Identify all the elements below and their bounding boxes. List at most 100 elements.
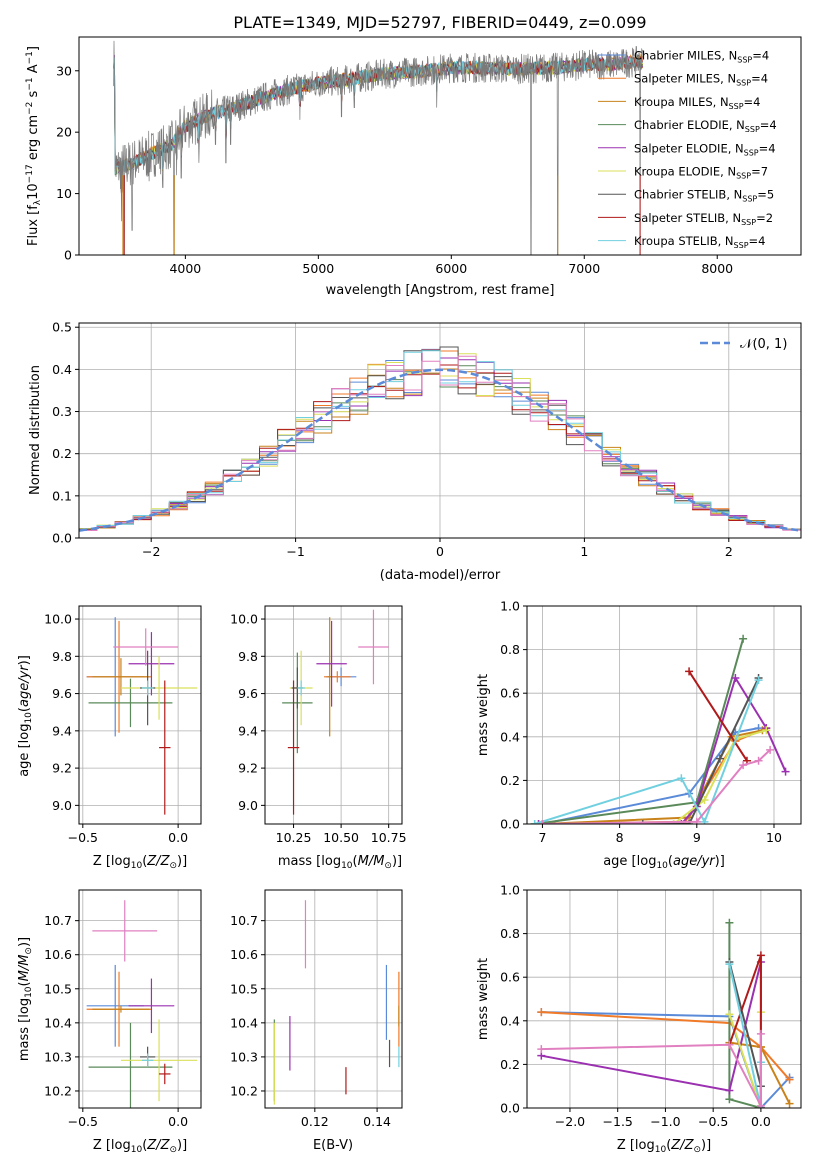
y-tick-label: 0.2: [52, 446, 72, 461]
y-tick-label: 0.6: [500, 686, 520, 701]
plot-area: [79, 346, 801, 534]
label-part: Z/Z: [146, 1138, 170, 1153]
weight-marker: [725, 1040, 734, 1049]
plot-area: [282, 609, 389, 815]
axes-age_vs_z: −0.5 0.09.09.29.49.69.810.0Z [log10(Z/Z⊙)…: [17, 605, 202, 871]
weight-marker: [537, 1008, 546, 1017]
weight-marker: [725, 1095, 734, 1104]
x-tick-label: −2.0: [555, 1114, 585, 1129]
weight-line: [728, 963, 762, 1108]
weight-marker: [692, 817, 701, 824]
axes-residuals: −2 −1 0 1 2 0.0 0.1 0.2 0.3 0.4 0.5 (data-model)/er…: [28, 320, 802, 583]
y-tick-label: 10.7: [230, 913, 258, 928]
weight-line: [688, 670, 748, 762]
axes-frame: [78, 889, 202, 1109]
weight-line: [541, 1033, 762, 1107]
y-tick-label: 0: [64, 248, 72, 263]
weight-marker: [739, 634, 748, 643]
x-tick-label: 5000: [302, 261, 334, 276]
label-part: )]: [17, 655, 32, 665]
label-part: Z [log: [93, 1138, 131, 1153]
weight-marker: [754, 756, 763, 765]
y-tick-label: 10.3: [44, 1049, 72, 1064]
x-tick-label: 7000: [568, 261, 600, 276]
y-tick-label: 30: [56, 63, 72, 78]
x-tick-label: 2: [725, 544, 733, 559]
x-axis-label: Z [log10(Z/Z⊙)]: [617, 1138, 711, 1155]
label-part: )]: [177, 854, 187, 869]
axes-mass_vs_ebv: 0.12 0.14 10.2 10.3 10.4 10.5 10.6 10.7 E(B-V): [230, 889, 403, 1153]
label-part: 10: [24, 986, 34, 998]
x-tick-label: 10.25: [276, 830, 312, 845]
x-axis-label: age [log10(age/yr)]: [603, 854, 725, 871]
y-tick-label: 10.5: [230, 981, 258, 996]
plot-area: [86, 617, 198, 815]
y-tick-label: 9.6: [52, 686, 72, 701]
y-tick-label: 10: [56, 186, 72, 201]
weight-line: [534, 729, 767, 824]
x-axis-label: E(B-V): [313, 1138, 353, 1153]
y-axis-label: Normed distribution: [28, 365, 43, 495]
weight-marker: [781, 767, 790, 776]
label-part: Z [log: [617, 1138, 655, 1153]
weight-marker: [756, 951, 765, 960]
weight-marker: [725, 918, 734, 927]
y-axis-label: mass [log10(M/M⊙)]: [17, 937, 34, 1061]
y-tick-label: 0.4: [500, 1013, 520, 1028]
sup: −2: [25, 102, 35, 115]
axes-frame: [264, 889, 403, 1109]
sub: SSP: [736, 79, 751, 88]
y-tick-label: 0.5: [52, 320, 72, 335]
y-tick-label: 10.6: [230, 947, 258, 962]
x-tick-label: 0.0: [751, 1114, 771, 1129]
label-part: mass [log: [278, 854, 341, 869]
weight-marker: [534, 820, 543, 824]
part: =4: [749, 234, 766, 248]
x-tick-label: −0.5: [698, 1114, 728, 1129]
y-tick-label: 10.2: [44, 1083, 72, 1098]
weight-marker: [785, 1099, 794, 1108]
weight-marker: [538, 820, 547, 824]
figure-title: PLATE=1349, MJD=52797, FIBERID=0449, z=0…: [233, 13, 646, 32]
x-tick-label: −1.5: [603, 1114, 633, 1129]
label-part: age [log: [603, 854, 656, 869]
label-part: (: [666, 1138, 671, 1153]
y-tick-label: 10.2: [230, 1083, 258, 1098]
x-tick-label: 8: [616, 830, 624, 845]
y-axis-label: Flux [fλ10−17 erg cm−2 s−1 A−1]: [25, 46, 43, 246]
label-part: 10: [656, 861, 668, 871]
weight-marker: [785, 1075, 794, 1084]
part: =7: [751, 165, 768, 179]
part: =4: [759, 141, 776, 155]
y-tick-label: 10.7: [44, 913, 72, 928]
x-tick-label: −0.5: [68, 1114, 98, 1129]
label-part: )]: [701, 1138, 711, 1153]
weight-line: [642, 677, 760, 824]
label-part: 10: [24, 712, 34, 724]
label-part: 10: [341, 861, 353, 871]
label-part: (: [142, 854, 147, 869]
label-part: ⊙: [693, 1145, 701, 1155]
x-tick-label: 7: [538, 830, 546, 845]
plot-area: [86, 900, 198, 1108]
y-tick-label: 10.0: [230, 612, 258, 627]
y-tick-label: 0.0: [52, 531, 72, 546]
x-axis-label: mass [log10(M/M⊙)]: [278, 854, 402, 871]
y-tick-label: 0.8: [500, 926, 520, 941]
part: =5: [757, 188, 774, 202]
y-tick-label: 0.2: [500, 1057, 520, 1072]
weight-marker: [754, 676, 763, 685]
y-tick-label: 9.0: [238, 798, 258, 813]
part: =4: [760, 118, 777, 132]
weight-marker: [756, 1101, 765, 1108]
sub: SSP: [744, 148, 759, 157]
weight-marker: [756, 1029, 765, 1038]
x-tick-label: 0.12: [301, 1114, 329, 1129]
gaussian-line: [79, 368, 799, 532]
label-part: 10: [131, 861, 143, 871]
x-tick-label: −1: [286, 544, 304, 559]
label-part: Z/Z: [146, 854, 170, 869]
x-tick-label: 0: [436, 544, 444, 559]
x-axis-label: Z [log10(Z/Z⊙)]: [93, 854, 187, 871]
plot-area: [530, 634, 790, 824]
